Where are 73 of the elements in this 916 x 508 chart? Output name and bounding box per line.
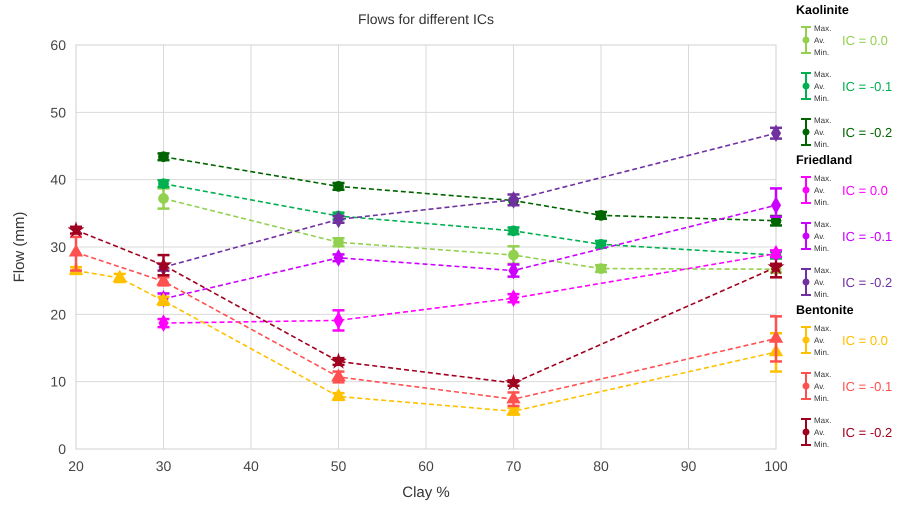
point: [767, 258, 785, 274]
text: Av.: [814, 128, 825, 137]
text: Min.: [814, 140, 830, 149]
point: [506, 390, 521, 404]
y-tick-label: 50: [50, 104, 66, 120]
y-tick-label: 10: [50, 374, 66, 390]
x-tick-label: 70: [506, 458, 522, 474]
text: Av.: [814, 82, 825, 91]
y-tick-label: 20: [50, 306, 66, 322]
point: [331, 368, 346, 382]
text: Av.: [814, 278, 825, 287]
y-tick-label: 30: [50, 239, 66, 255]
x-tick-label: 50: [330, 458, 346, 474]
text: Av.: [814, 232, 825, 241]
point: [112, 270, 127, 282]
text: Min.: [814, 244, 830, 253]
x-tick-label: 100: [764, 458, 788, 474]
point: [331, 388, 346, 401]
x-tick-label: 40: [243, 458, 259, 474]
point: [504, 374, 522, 390]
x-tick-label: 20: [68, 458, 84, 474]
chart-title: Flows for different ICs: [358, 11, 494, 27]
text: IC = -0.2: [842, 275, 892, 290]
point: [596, 238, 606, 250]
text: IC = -0.2: [842, 425, 892, 440]
text: Kaolinite: [796, 3, 849, 17]
point: [508, 226, 519, 236]
text: Min.: [814, 94, 830, 103]
point: [508, 250, 519, 260]
point: [768, 330, 784, 343]
text: Av.: [814, 336, 825, 345]
text: IC = -0.1: [842, 79, 892, 94]
text: Max.: [814, 220, 832, 229]
y-tick-label: 40: [50, 172, 66, 188]
text: IC = -0.1: [842, 229, 892, 244]
text: Bentonite: [796, 303, 854, 317]
text: Max.: [814, 174, 832, 183]
point: [330, 352, 348, 369]
x-tick-label: 30: [156, 458, 172, 474]
text: IC = -0.2: [842, 125, 892, 140]
text: Av.: [814, 382, 825, 391]
y-tick-label: 60: [50, 37, 66, 53]
point: [67, 221, 85, 238]
text: Max.: [814, 70, 832, 79]
text: Min.: [814, 348, 830, 357]
x-axis-title: Clay %: [402, 484, 450, 501]
text: Min.: [814, 198, 830, 207]
text: Av.: [814, 428, 825, 437]
text: Min.: [814, 440, 830, 449]
text: Av.: [814, 36, 825, 45]
point: [158, 193, 169, 204]
text: Max.: [814, 24, 832, 33]
y-axis-title: Flow (mm): [11, 212, 28, 282]
point: [158, 151, 169, 162]
text: IC = 0.0: [842, 333, 888, 348]
text: IC = 0.0: [842, 183, 888, 198]
text: Min.: [814, 48, 830, 57]
text: Min.: [814, 394, 830, 403]
x-tick-label: 80: [593, 458, 609, 474]
text: Av.: [814, 186, 825, 195]
text: Max.: [814, 324, 832, 333]
text: Max.: [814, 416, 832, 425]
text: Max.: [814, 116, 832, 125]
text: Max.: [814, 266, 832, 275]
point: [68, 244, 84, 257]
x-tick-label: 90: [680, 458, 696, 474]
y-tick-label: 0: [58, 441, 66, 457]
text: IC = 0.0: [842, 33, 888, 48]
x-tick-label: 60: [418, 458, 434, 474]
text: Max.: [814, 370, 832, 379]
text: IC = -0.1: [842, 379, 892, 394]
text: Min.: [814, 290, 830, 299]
text: Friedland: [796, 153, 852, 167]
